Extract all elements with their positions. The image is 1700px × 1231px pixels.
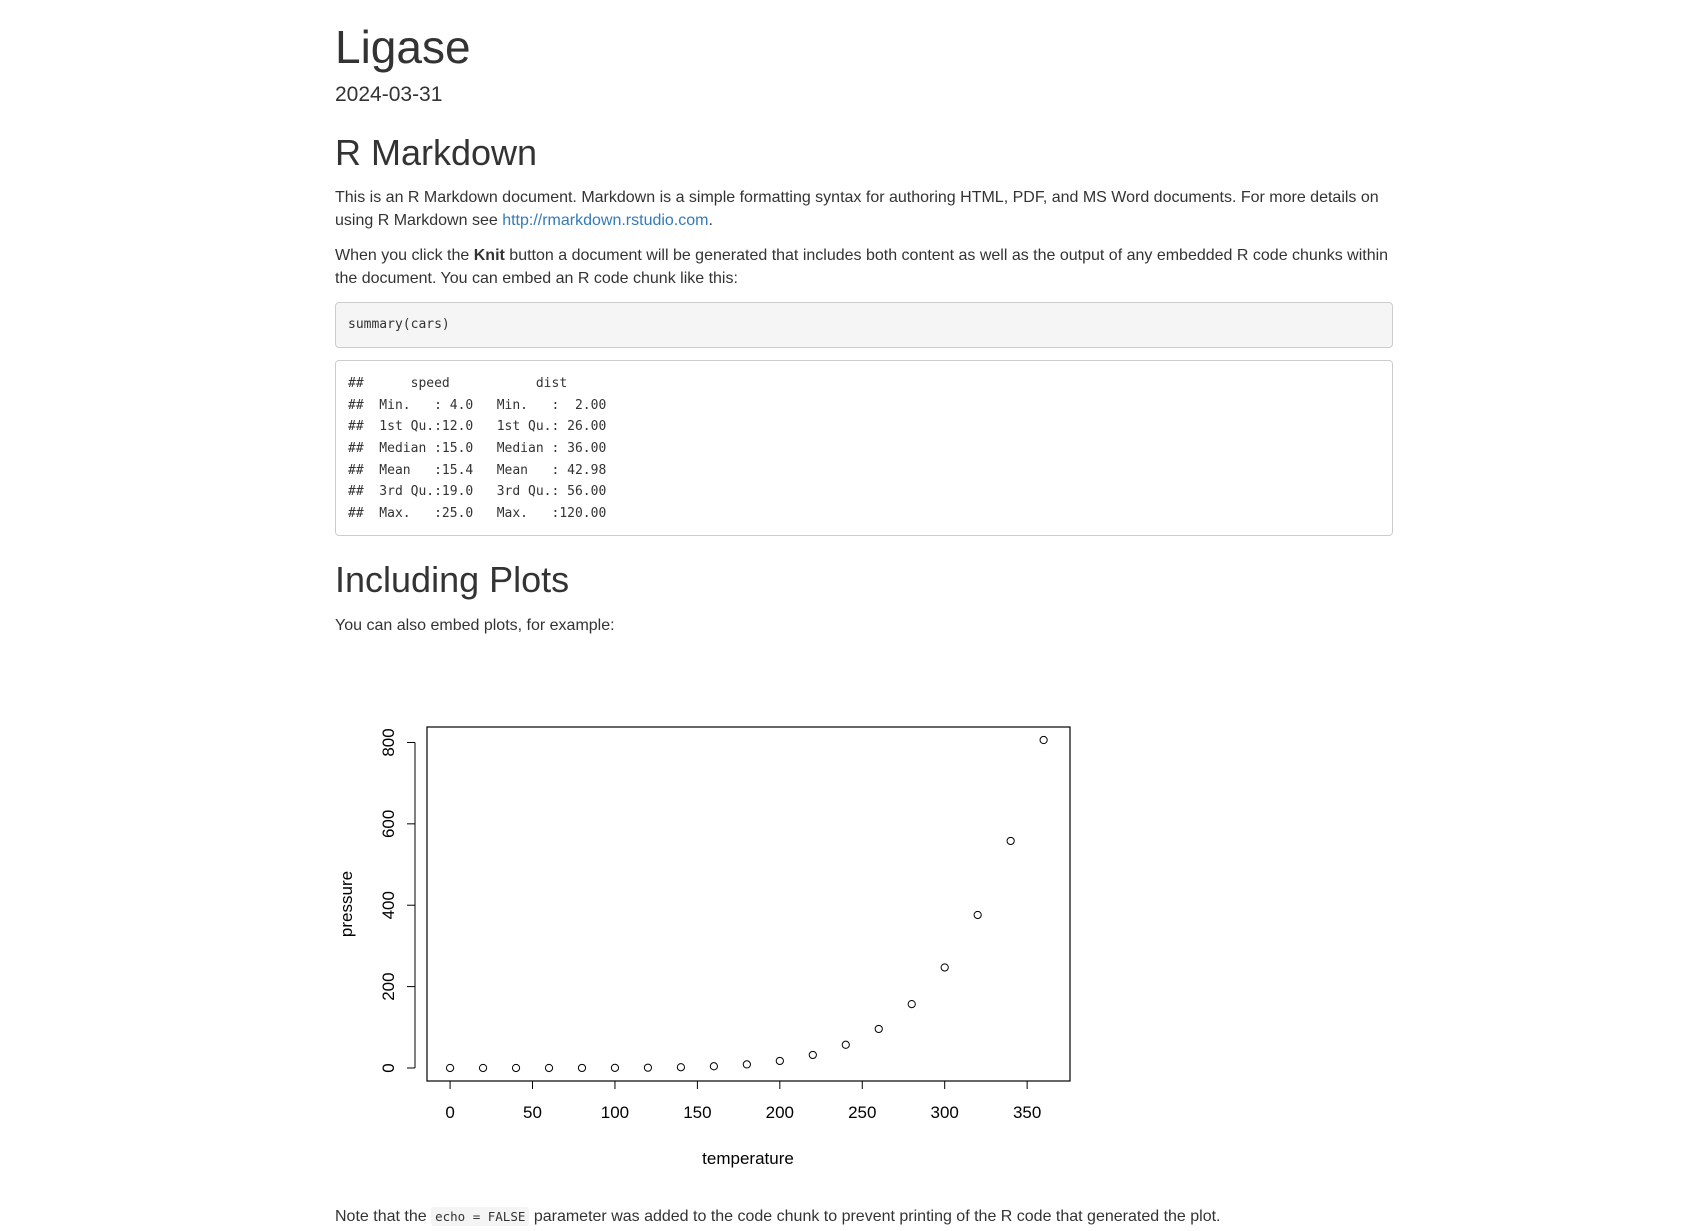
plot-frame <box>426 726 1071 1082</box>
pressure-plot: 0 50 100 150 200 250 300 350 0 200 400 600 800 temp… <box>335 690 1095 1180</box>
knit-paragraph: When you click the Knit button a documen… <box>335 244 1393 290</box>
document-date: 2024-03-31 <box>335 82 443 106</box>
section-heading-r-markdown: R Markdown <box>335 131 538 173</box>
knit-paragraph-before: When you click the <box>335 247 474 265</box>
y-tick-label: 400 <box>379 891 398 919</box>
data-point <box>445 1063 455 1073</box>
x-tick-label: 300 <box>931 1103 959 1122</box>
x-axis: 0 50 100 150 200 250 300 350 <box>445 1080 1041 1122</box>
x-tick-label: 200 <box>766 1103 794 1122</box>
intro-paragraph-text: This is an R Markdown document. Markdown… <box>335 189 1379 230</box>
x-tick-label: 100 <box>601 1103 629 1122</box>
note-after: parameter was added to the code chunk to… <box>529 1208 1221 1225</box>
data-point <box>577 1063 587 1073</box>
data-point <box>610 1063 620 1072</box>
y-axis-label: pressure <box>337 871 356 937</box>
knit-paragraph-after: button a document will be generated that… <box>335 247 1389 288</box>
y-axis: 0 200 400 600 800 <box>379 728 416 1073</box>
data-points <box>445 735 1048 1073</box>
note-inline-code: echo = FALSE <box>431 1207 530 1226</box>
y-tick-label: 200 <box>379 972 398 1000</box>
y-tick-label: 0 <box>379 1063 398 1072</box>
section-heading-including-plots: Including Plots <box>335 559 570 601</box>
document-body: Ligase 2024-03-31 R Markdown This is an … <box>335 0 1393 637</box>
x-axis-label: temperature <box>702 1149 794 1168</box>
code-chunk-output: ## speed dist ## Min. : 4.0 Min. : 2.00 … <box>335 360 1393 537</box>
rmarkdown-link[interactable]: http://rmarkdown.rstudio.com <box>502 212 709 230</box>
code-chunk-source: summary(cars) <box>335 302 1393 349</box>
data-point <box>478 1063 488 1073</box>
data-point <box>709 1062 718 1071</box>
data-point <box>907 999 916 1009</box>
intro-paragraph: This is an R Markdown document. Markdown… <box>335 186 1393 232</box>
document-title: Ligase <box>335 21 471 73</box>
data-point <box>808 1050 817 1060</box>
intro-paragraph-end: . <box>708 212 713 230</box>
y-tick-label: 800 <box>379 728 398 756</box>
x-tick-label: 350 <box>1013 1103 1041 1122</box>
data-point <box>874 1024 883 1034</box>
x-tick-label: 150 <box>683 1103 711 1122</box>
note-before: Note that the <box>335 1208 432 1225</box>
data-point <box>1039 735 1048 745</box>
data-point <box>676 1063 686 1072</box>
data-point <box>511 1063 521 1073</box>
y-tick-label: 600 <box>379 810 398 838</box>
data-point <box>544 1063 554 1073</box>
data-point <box>940 963 949 972</box>
x-tick-label: 0 <box>445 1103 454 1122</box>
data-point <box>643 1063 653 1072</box>
data-point <box>742 1060 751 1069</box>
scatter-plot-svg: 0 50 100 150 200 250 300 350 0 200 400 600 800 temp… <box>337 726 1071 1168</box>
x-tick-label: 50 <box>523 1103 542 1122</box>
knit-bold: Knit <box>473 247 505 265</box>
data-point <box>1006 836 1015 846</box>
data-point <box>973 910 982 920</box>
x-tick-label: 250 <box>848 1103 876 1122</box>
data-point <box>775 1056 784 1066</box>
note-paragraph: Note that the echo = FALSE parameter was… <box>335 1205 1221 1228</box>
plots-paragraph: You can also embed plots, for example: <box>335 616 615 634</box>
data-point <box>841 1040 850 1049</box>
